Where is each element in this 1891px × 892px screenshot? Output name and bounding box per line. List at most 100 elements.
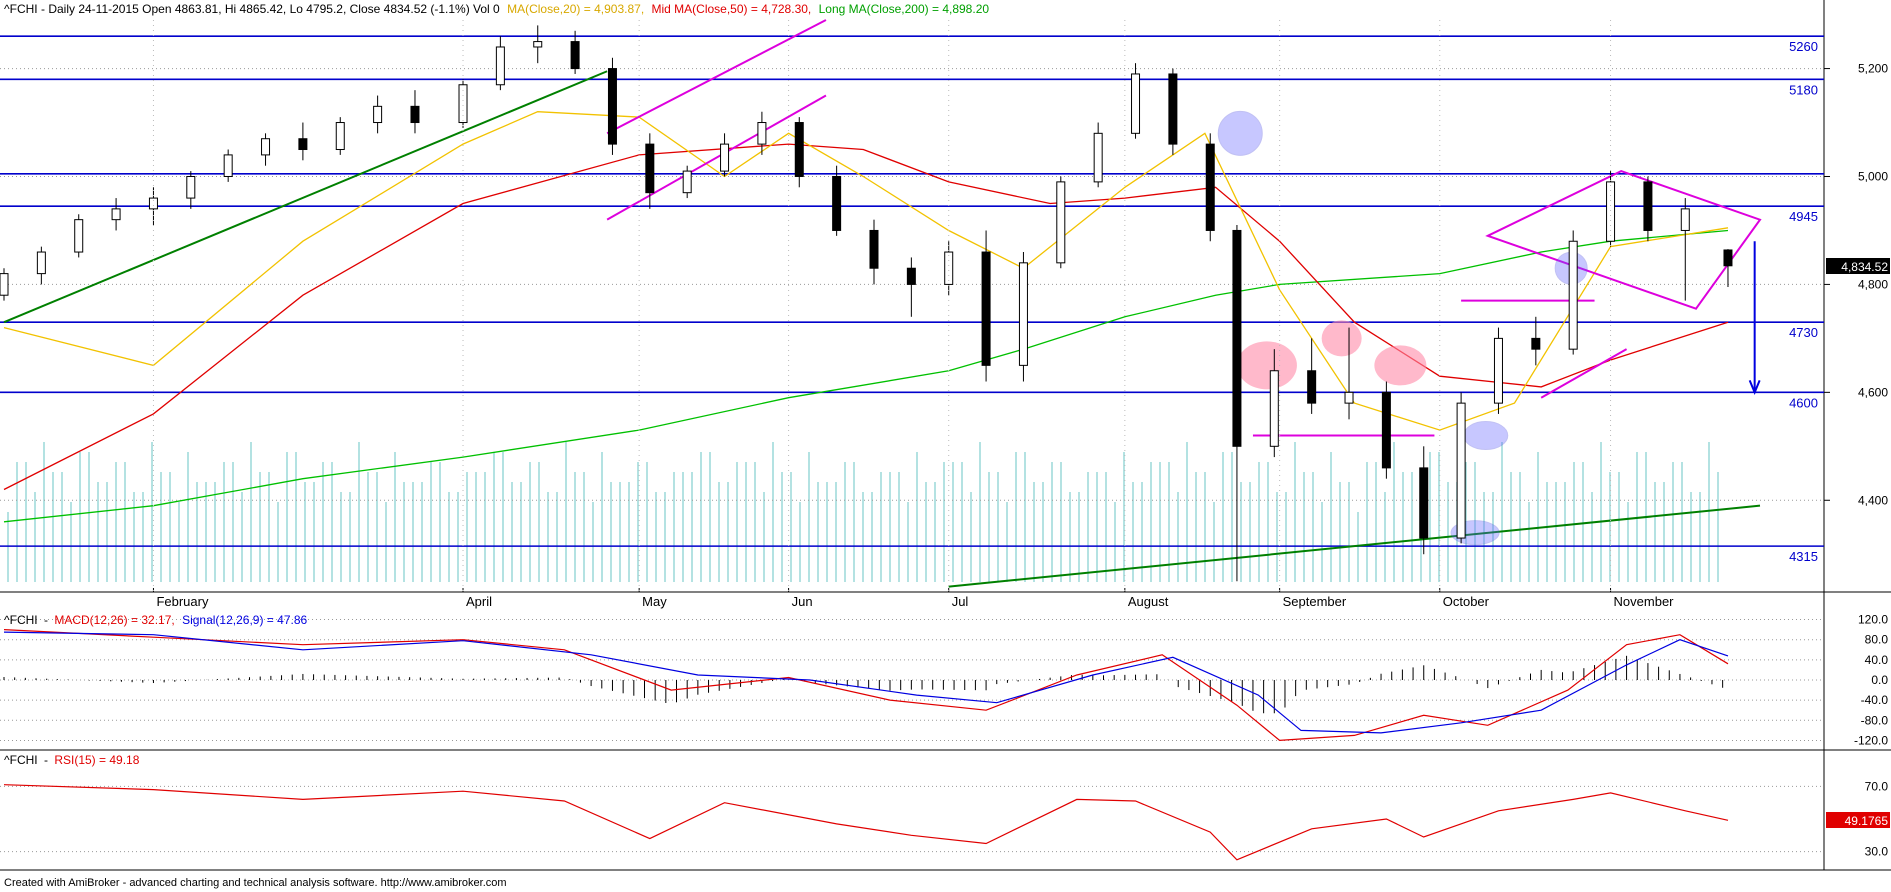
candle-body <box>720 143 730 172</box>
macd-tick-label: 0.0 <box>1871 673 1888 687</box>
macd-tick-label: 40.0 <box>1865 653 1889 667</box>
candle-body <box>533 41 543 48</box>
candle-body <box>1723 249 1733 267</box>
month-label: May <box>642 594 667 609</box>
candle-body <box>1307 370 1317 404</box>
price-level-label: 4315 <box>1789 549 1818 564</box>
candle-body <box>869 229 879 269</box>
pattern-highlight <box>1374 345 1427 386</box>
price-tick-label: 4,800 <box>1858 277 1888 291</box>
ma20-line <box>3 111 1729 431</box>
price-level-label: 5180 <box>1789 82 1818 97</box>
candle-body <box>1568 240 1578 350</box>
candle-body <box>373 105 383 124</box>
candle-body <box>1232 229 1242 447</box>
macd-tick-label: -80.0 <box>1861 713 1889 727</box>
candle-body <box>1680 208 1690 231</box>
price-header-symbol: ^FCHI <box>4 2 38 16</box>
candle-body <box>298 138 308 151</box>
diamond-pattern <box>1485 170 1762 310</box>
macd-lines <box>3 629 1729 742</box>
rsi-header-symbol: ^FCHI <box>4 753 38 767</box>
month-label: Jul <box>952 594 969 609</box>
target-arrow-head <box>1748 379 1761 395</box>
candle-body <box>0 273 9 296</box>
candle-body <box>74 219 84 253</box>
trend-line-up-long <box>948 504 1761 588</box>
candle-body <box>495 46 505 86</box>
price-header: ^FCHI - Daily 24-11-2015 Open 4863.81, H… <box>4 2 989 16</box>
pattern-highlight <box>1236 341 1297 390</box>
candle-body <box>1344 391 1354 404</box>
candle-body <box>111 208 121 221</box>
price-level-label: 4945 <box>1789 209 1818 224</box>
price-level-label: 4730 <box>1789 325 1818 340</box>
signal-line <box>3 631 1729 734</box>
candle-body <box>757 122 767 145</box>
rsi-last-label: 49.1765 <box>1845 814 1889 828</box>
price-level-label: 5260 <box>1789 39 1818 54</box>
macd-tick-label: 120.0 <box>1858 613 1888 627</box>
candle-body <box>906 267 916 285</box>
chart-annotations <box>3 19 1762 588</box>
price-level-label: 4600 <box>1789 395 1818 410</box>
candle-body <box>570 41 580 70</box>
macd-header-dash: - <box>44 613 48 627</box>
candlesticks <box>0 25 1733 582</box>
candle-body <box>1168 73 1178 145</box>
macd-header-macd: MACD(12,26) = 32.17, <box>54 613 174 627</box>
month-label: October <box>1443 594 1490 609</box>
candle-body <box>607 68 617 145</box>
month-label: November <box>1614 594 1675 609</box>
candle-body <box>944 251 954 285</box>
macd-grid <box>0 619 1824 741</box>
price-header-ma200: Long MA(Close,200) = 4,898.20 <box>819 2 990 16</box>
price-header-summary: - Daily 24-11-2015 Open 4863.81, Hi 4865… <box>41 2 500 16</box>
candle-body <box>1018 262 1028 366</box>
rsi-series-line <box>3 784 1729 861</box>
month-label: April <box>466 594 492 609</box>
macd-line <box>3 629 1729 742</box>
candle-body <box>1269 370 1279 447</box>
gap-highlight <box>1463 421 1509 451</box>
volume-bars <box>7 442 1719 582</box>
macd-header-symbol: ^FCHI <box>4 613 38 627</box>
month-label: February <box>156 594 209 609</box>
candle-body <box>1205 143 1215 231</box>
candle-body <box>645 143 655 194</box>
rsi-tick-label: 30.0 <box>1865 845 1889 859</box>
candle-body <box>261 138 271 156</box>
candle-body <box>1093 132 1103 183</box>
trend-line-up-spring <box>3 70 608 324</box>
macd-header-signal: Signal(12,26,9) = 47.86 <box>182 613 307 627</box>
candle-body <box>1381 391 1391 469</box>
channel-line-upper <box>606 19 827 135</box>
month-label: Jun <box>792 594 813 609</box>
price-header-ma50: Mid MA(Close,50) = 4,728.30, <box>652 2 812 16</box>
rsi-header-dash: - <box>44 753 48 767</box>
candle-body <box>1531 337 1541 350</box>
ma50-line <box>3 143 1729 491</box>
rsi-last-tag-box <box>1826 812 1890 828</box>
candle-body <box>410 105 420 124</box>
last-price-label: 4,834.52 <box>1841 260 1888 274</box>
price-header-ma20: MA(Close,20) = 4,903.87, <box>507 2 644 16</box>
macd-histogram <box>3 655 1724 714</box>
pattern-highlight <box>1321 320 1362 357</box>
price-axis: 5,200 5,000 4,800 4,600 4,400 <box>1824 62 1888 507</box>
rsi-header-value: RSI(15) = 49.18 <box>54 753 139 767</box>
candle-body <box>1056 181 1066 264</box>
candle-body <box>148 197 158 210</box>
candle-body <box>682 170 692 194</box>
footer-credit: Created with AmiBroker - advanced charti… <box>4 877 507 889</box>
rsi-axis: 70.0 30.0 <box>1865 779 1889 858</box>
last-price-tag-box <box>1826 258 1890 274</box>
macd-header: ^FCHI - MACD(12,26) = 32.17, Signal(12,2… <box>4 613 307 627</box>
macd-tick-label: -120.0 <box>1854 733 1888 747</box>
price-tick-label: 5,000 <box>1858 169 1888 183</box>
candle-body <box>335 122 345 151</box>
candle-body <box>458 84 468 124</box>
month-label: September <box>1283 594 1347 609</box>
candle-body <box>1606 181 1616 242</box>
